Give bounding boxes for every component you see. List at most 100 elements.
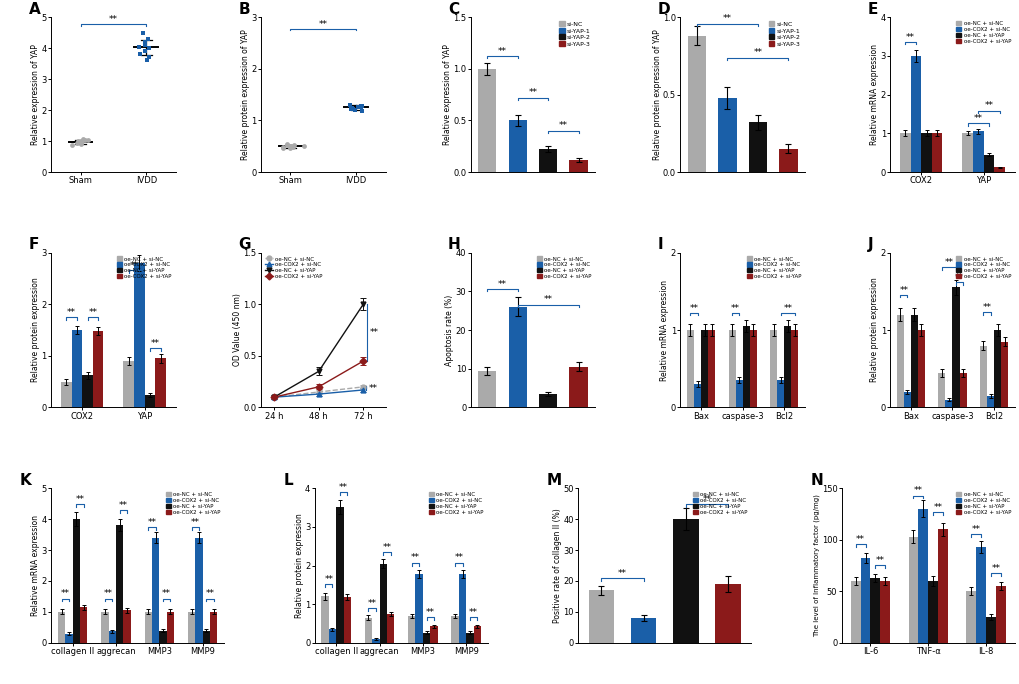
Text: **: ** xyxy=(89,308,97,317)
Bar xyxy=(83,376,93,408)
Legend: oe-NC + si-NC, oe-COX2 + si-NC, oe-NC + si-YAP, oe-COX2 + si-YAP: oe-NC + si-NC, oe-COX2 + si-NC, oe-NC + … xyxy=(535,255,592,280)
Bar xyxy=(927,581,937,643)
Bar xyxy=(937,373,945,408)
Bar xyxy=(1001,341,1007,408)
Bar xyxy=(72,519,79,643)
Bar xyxy=(717,98,736,172)
Legend: si-NC, si-YAP-1, si-YAP-2, si-YAP-3: si-NC, si-YAP-1, si-YAP-2, si-YAP-3 xyxy=(557,21,592,48)
Text: A: A xyxy=(29,1,40,16)
Bar xyxy=(79,607,88,643)
Bar xyxy=(61,382,71,408)
Bar xyxy=(728,330,735,408)
Y-axis label: The level of Inflammatory factor (pg/mg): The level of Inflammatory factor (pg/mg) xyxy=(813,494,819,637)
Y-axis label: Apoptosis rate (%): Apoptosis rate (%) xyxy=(445,294,453,366)
Text: **: ** xyxy=(191,518,200,527)
Bar xyxy=(920,133,931,172)
Point xyxy=(344,103,361,114)
Text: **: ** xyxy=(913,486,922,495)
Text: **: ** xyxy=(162,589,171,598)
Text: E: E xyxy=(867,1,877,16)
Bar xyxy=(742,326,749,408)
Bar xyxy=(910,315,917,408)
Bar xyxy=(899,133,910,172)
Point xyxy=(343,103,360,114)
Text: **: ** xyxy=(543,295,552,304)
Bar xyxy=(937,529,947,643)
Text: **: ** xyxy=(129,261,139,270)
Point xyxy=(138,36,154,47)
Bar xyxy=(917,330,924,408)
Text: C: C xyxy=(447,1,459,16)
Text: **: ** xyxy=(618,569,627,578)
Legend: si-NC, si-YAP-1, si-YAP-2, si-YAP-3: si-NC, si-YAP-1, si-YAP-2, si-YAP-3 xyxy=(766,21,801,48)
Bar xyxy=(779,149,797,172)
Bar xyxy=(478,371,496,408)
Text: **: ** xyxy=(731,304,740,313)
Y-axis label: Relative mRNA expression: Relative mRNA expression xyxy=(660,280,668,380)
Point xyxy=(281,142,298,153)
Text: G: G xyxy=(238,237,251,252)
Text: **: ** xyxy=(783,304,792,313)
Bar xyxy=(975,547,985,643)
Bar xyxy=(166,612,174,643)
Text: **: ** xyxy=(75,495,85,504)
Bar xyxy=(508,307,527,408)
Legend: oe-NC + si-NC, oe-COX2 + si-NC, oe-NC + si-YAP, oe-COX2 + si-YAP: oe-NC + si-NC, oe-COX2 + si-NC, oe-NC + … xyxy=(691,491,748,516)
Point xyxy=(279,140,296,150)
Point xyxy=(77,134,94,145)
Y-axis label: OD Value (450 nm): OD Value (450 nm) xyxy=(233,293,242,367)
Bar xyxy=(962,133,972,172)
Bar xyxy=(693,384,700,408)
Text: **: ** xyxy=(702,495,711,504)
Text: **: ** xyxy=(497,280,506,289)
Point xyxy=(353,101,369,112)
Legend: oe-NC + si-NC, oe-COX2 + si-NC, oe-NC + si-YAP, oe-COX2 + si-YAP: oe-NC + si-NC, oe-COX2 + si-NC, oe-NC + … xyxy=(745,255,802,280)
Bar xyxy=(159,631,166,643)
Bar xyxy=(994,330,1001,408)
Point xyxy=(278,139,294,150)
Text: **: ** xyxy=(67,308,76,317)
Bar xyxy=(686,330,693,408)
Bar xyxy=(985,617,995,643)
Text: **: ** xyxy=(338,483,347,492)
Bar xyxy=(959,373,966,408)
Text: **: ** xyxy=(382,542,391,551)
Bar xyxy=(982,155,994,172)
Point xyxy=(274,143,290,154)
Point xyxy=(342,99,359,110)
Point xyxy=(81,135,97,146)
Bar xyxy=(994,168,1004,172)
Text: K: K xyxy=(19,473,32,488)
Bar xyxy=(478,68,496,172)
Y-axis label: Positive rate of collagen II (%): Positive rate of collagen II (%) xyxy=(552,508,561,623)
Bar xyxy=(379,564,386,643)
Bar xyxy=(908,536,917,643)
Bar xyxy=(538,394,556,408)
Bar xyxy=(203,631,210,643)
Text: I: I xyxy=(657,237,662,252)
Point xyxy=(72,135,89,146)
Text: **: ** xyxy=(905,33,914,42)
Point xyxy=(131,49,148,60)
Bar xyxy=(408,616,415,643)
Y-axis label: Relative protein expression: Relative protein expression xyxy=(31,278,40,382)
Bar xyxy=(145,395,155,408)
Bar xyxy=(569,367,587,408)
Point xyxy=(72,138,89,149)
Y-axis label: Relative expression of YAP: Relative expression of YAP xyxy=(31,44,40,145)
Point xyxy=(353,101,369,111)
Bar xyxy=(473,627,481,643)
Point xyxy=(70,135,87,146)
Y-axis label: Relative mRNA expression: Relative mRNA expression xyxy=(31,515,40,616)
Text: **: ** xyxy=(370,328,379,337)
Bar xyxy=(423,633,430,643)
Bar xyxy=(903,392,910,408)
Text: **: ** xyxy=(944,258,953,267)
Bar xyxy=(952,287,959,408)
Legend: oe-NC + si-NC, oe-COX2 + si-NC, oe-NC + si-YAP, oe-COX2 + si-YAP: oe-NC + si-NC, oe-COX2 + si-NC, oe-NC + … xyxy=(954,20,1011,45)
Point xyxy=(68,137,85,148)
Y-axis label: Relative mRNA expression: Relative mRNA expression xyxy=(869,44,878,145)
Point xyxy=(75,133,92,144)
Bar xyxy=(116,525,123,643)
Text: **: ** xyxy=(689,304,698,313)
